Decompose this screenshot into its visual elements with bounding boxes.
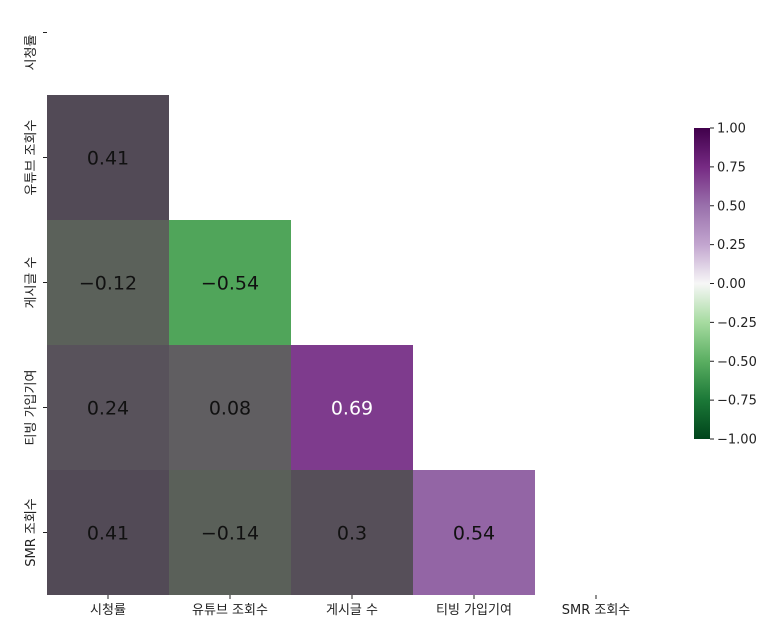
- heatmap-annotation-r2-c0: −0.12: [79, 273, 137, 295]
- x-axis-ticks: 시청률 유튜브 조회수 게시글 수 티빙 가입기여 SMR 조회수: [90, 595, 630, 618]
- y-tick-label-0: 시청률: [24, 35, 39, 71]
- heatmap-annotation-r1-c0: 0.41: [87, 148, 129, 170]
- heatmap-cell-r3-c1: [169, 345, 291, 470]
- heatmap-cell-r3-c0: [47, 345, 169, 470]
- heatmap-cell-r2-c1: [169, 220, 291, 345]
- heatmap-annotation-r4-c0: 0.41: [87, 523, 129, 545]
- heatmap-annotation-r3-c0: 0.24: [87, 398, 129, 420]
- colorbar-tick-label-0: 1.00: [717, 122, 746, 137]
- heatmap-cell-r1-c0: [47, 95, 169, 220]
- heatmap-cell-r3-c2: [291, 345, 413, 470]
- colorbar-tick-label-5: −0.25: [717, 316, 757, 331]
- y-tick-label-1: 유튜브 조회수: [24, 120, 39, 196]
- heatmap-annotation-r4-c2: 0.3: [337, 523, 367, 545]
- y-tick-label-4: SMR 조회수: [24, 498, 39, 567]
- heatmap-annotation-r4-c3: 0.54: [453, 523, 495, 545]
- heatmap-annotation-r3-c1: 0.08: [209, 398, 251, 420]
- colorbar: 1.00 0.75 0.50 0.25 0.00 −0.25 −0.50 −0.75 −1.00: [694, 122, 757, 448]
- x-tick-label-3: 티빙 가입기여: [436, 603, 512, 618]
- heatmap-cells: [47, 95, 535, 595]
- heatmap-annotation-r2-c1: −0.54: [201, 273, 259, 295]
- x-tick-label-1: 유튜브 조회수: [192, 603, 268, 618]
- heatmap-cell-r4-c0: [47, 470, 169, 595]
- heatmap-cell-r4-c2: [291, 470, 413, 595]
- heatmap-annotations: 0.41 −0.12 −0.54 0.24 0.08 0.69 0.41 −0.14 0.3 0.…: [79, 148, 495, 545]
- heatmap-annotation-r4-c1: −0.14: [201, 523, 259, 545]
- colorbar-ticks: 1.00 0.75 0.50 0.25 0.00 −0.25 −0.50 −0.75 −1.00: [710, 122, 757, 448]
- colorbar-tick-label-7: −0.75: [717, 394, 757, 409]
- colorbar-tick-label-6: −0.50: [717, 355, 757, 370]
- x-tick-label-2: 게시글 수: [326, 603, 378, 618]
- colorbar-tick-label-1: 0.75: [717, 160, 746, 175]
- colorbar-tick-label-8: −1.00: [717, 433, 757, 448]
- y-tick-label-3: 티빙 가입기여: [24, 370, 39, 446]
- heatmap-annotation-r3-c2: 0.69: [331, 398, 373, 420]
- colorbar-gradient: [694, 128, 710, 439]
- colorbar-tick-label-4: 0.00: [717, 277, 746, 292]
- heatmap-cell-r2-c0: [47, 220, 169, 345]
- x-tick-label-0: 시청률: [90, 603, 126, 618]
- heatmap-cell-r4-c3: [413, 470, 535, 595]
- heatmap-cell-r4-c1: [169, 470, 291, 595]
- y-tick-label-2: 게시글 수: [24, 256, 39, 308]
- colorbar-tick-label-2: 0.50: [717, 199, 746, 214]
- x-tick-label-4: SMR 조회수: [562, 603, 631, 618]
- colorbar-tick-label-3: 0.25: [717, 238, 746, 253]
